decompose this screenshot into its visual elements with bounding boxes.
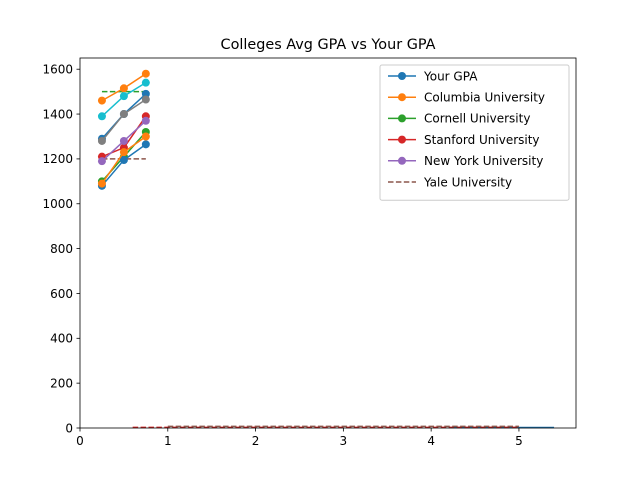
- legend-label-5: Yale University: [423, 175, 512, 189]
- legend-label-2: Cornell University: [424, 112, 530, 126]
- y-tick-label-600: 600: [50, 287, 73, 301]
- legend-marker-2: [398, 114, 406, 123]
- y-tick-label-0: 0: [65, 421, 73, 435]
- x-tick-label-5: 5: [515, 434, 523, 448]
- data-point-1-0: [97, 96, 106, 105]
- data-point-6-1: [119, 92, 128, 101]
- legend-label-3: Stanford University: [424, 133, 540, 147]
- data-point-8-0: [97, 179, 106, 188]
- data-point-7-1: [119, 156, 128, 165]
- x-tick-label-3: 3: [340, 434, 348, 448]
- data-point-8-1: [119, 148, 128, 157]
- data-point-4-1: [119, 136, 128, 145]
- data-point-6-0: [97, 112, 106, 121]
- axes-layer: 0 1 2 3 4 5 0 200 400 600 800 1000 1200 1400 1600: [42, 57, 577, 448]
- legend-marker-0: [398, 72, 406, 80]
- x-tick-label-1: 1: [164, 434, 172, 448]
- data-point-8-2: [141, 132, 150, 141]
- data-point-4-0: [97, 157, 106, 166]
- y-tick-label-1400: 1400: [42, 107, 73, 121]
- data-point-1-2: [141, 69, 150, 78]
- data-layer: [97, 69, 555, 429]
- data-point-5-1: [119, 110, 128, 119]
- y-tick-label-1200: 1200: [42, 152, 73, 166]
- data-point-5-0: [97, 136, 106, 145]
- x-tick-label-0: 0: [76, 434, 84, 448]
- y-tick-label-800: 800: [50, 242, 73, 256]
- legend-marker-3: [398, 135, 406, 144]
- data-point-7-2: [141, 140, 150, 149]
- data-point-4-2: [141, 116, 150, 125]
- y-tick-label-200: 200: [50, 376, 73, 390]
- x-tick-label-4: 4: [427, 434, 435, 448]
- legend-label-4: New York University: [424, 154, 543, 168]
- y-tick-label-1000: 1000: [42, 197, 73, 211]
- axes-frame: [79, 57, 577, 429]
- y-tick-label-400: 400: [50, 332, 73, 346]
- data-point-1-1: [119, 84, 128, 93]
- data-point-0-2: [141, 89, 150, 98]
- legend-label-1: Columbia University: [424, 91, 545, 105]
- legend-marker-4: [398, 156, 406, 165]
- chart-title: Colleges Avg GPA vs Your GPA: [221, 37, 436, 53]
- legend-marker-1: [398, 93, 406, 102]
- legend-label-0: Your GPA: [423, 69, 478, 83]
- y-tick-label-1600: 1600: [42, 63, 73, 77]
- data-point-5-2: [141, 95, 150, 104]
- x-tick-label-2: 2: [252, 434, 260, 448]
- legend: Your GPA Columbia University Cornell Unive…: [379, 64, 570, 201]
- data-point-6-2: [141, 78, 150, 87]
- legend-box: [379, 64, 570, 201]
